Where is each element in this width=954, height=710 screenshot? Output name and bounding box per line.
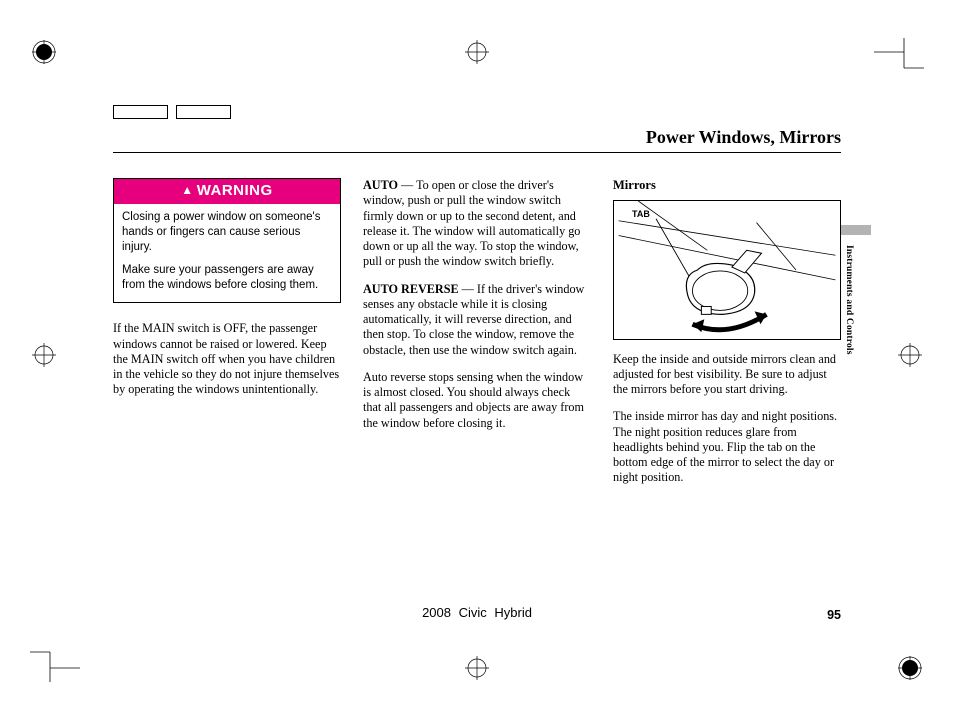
reg-mark-top-mid — [465, 40, 489, 64]
column-3: Mirrors TAB — [613, 178, 841, 498]
reg-mark-top-left — [32, 40, 56, 64]
side-section-label: Instruments and Controls — [844, 245, 854, 355]
title-rule — [113, 152, 841, 153]
mirror-figure: TAB — [613, 200, 841, 340]
content-columns: ▲ WARNING Closing a power window on someo… — [113, 178, 841, 498]
auto-label: AUTO — [363, 178, 398, 192]
reg-mark-bottom-right — [898, 656, 922, 680]
rev-gap: — — [459, 282, 477, 296]
header-box-2 — [176, 105, 231, 119]
figure-tab-label: TAB — [632, 209, 650, 220]
col3-p2: The inside mirror has day and night posi… — [613, 409, 841, 485]
warning-triangle-icon: ▲ — [181, 183, 193, 197]
warning-p2: Make sure your passengers are away from … — [122, 263, 332, 293]
footer-model: 2008 Civic Hybrid — [0, 605, 954, 620]
reverse-label: AUTO REVERSE — [363, 282, 459, 296]
page-title: Power Windows, Mirrors — [646, 127, 841, 148]
col2-reverse: AUTO REVERSE — If the driver's window se… — [363, 282, 591, 358]
col3-p1: Keep the inside and outside mirrors clea… — [613, 352, 841, 398]
column-1: ▲ WARNING Closing a power window on someo… — [113, 178, 341, 498]
warning-body: Closing a power window on someone's hand… — [114, 204, 340, 303]
warning-header-text: WARNING — [197, 182, 273, 199]
reg-mark-bottom-mid — [465, 656, 489, 680]
auto-gap: — — [398, 178, 416, 192]
warning-header: ▲ WARNING — [114, 179, 340, 204]
mirror-illustration — [614, 201, 840, 339]
crop-mark-top-right — [874, 38, 924, 88]
warning-p1: Closing a power window on someone's hand… — [122, 210, 332, 255]
reg-mark-left-mid — [32, 343, 56, 367]
reg-mark-right-mid — [898, 343, 922, 367]
col1-p1: If the MAIN switch is OFF, the passenger… — [113, 321, 341, 397]
warning-box: ▲ WARNING Closing a power window on someo… — [113, 178, 341, 303]
column-2: AUTO — To open or close the driver's win… — [363, 178, 591, 498]
side-tab — [841, 225, 871, 235]
crop-mark-bottom-left — [30, 632, 80, 682]
col2-p3: Auto reverse stops sensing when the wind… — [363, 370, 591, 431]
page-number: 95 — [827, 608, 841, 622]
mirrors-heading: Mirrors — [613, 178, 841, 194]
col2-auto: AUTO — To open or close the driver's win… — [363, 178, 591, 270]
header-box-1 — [113, 105, 168, 119]
